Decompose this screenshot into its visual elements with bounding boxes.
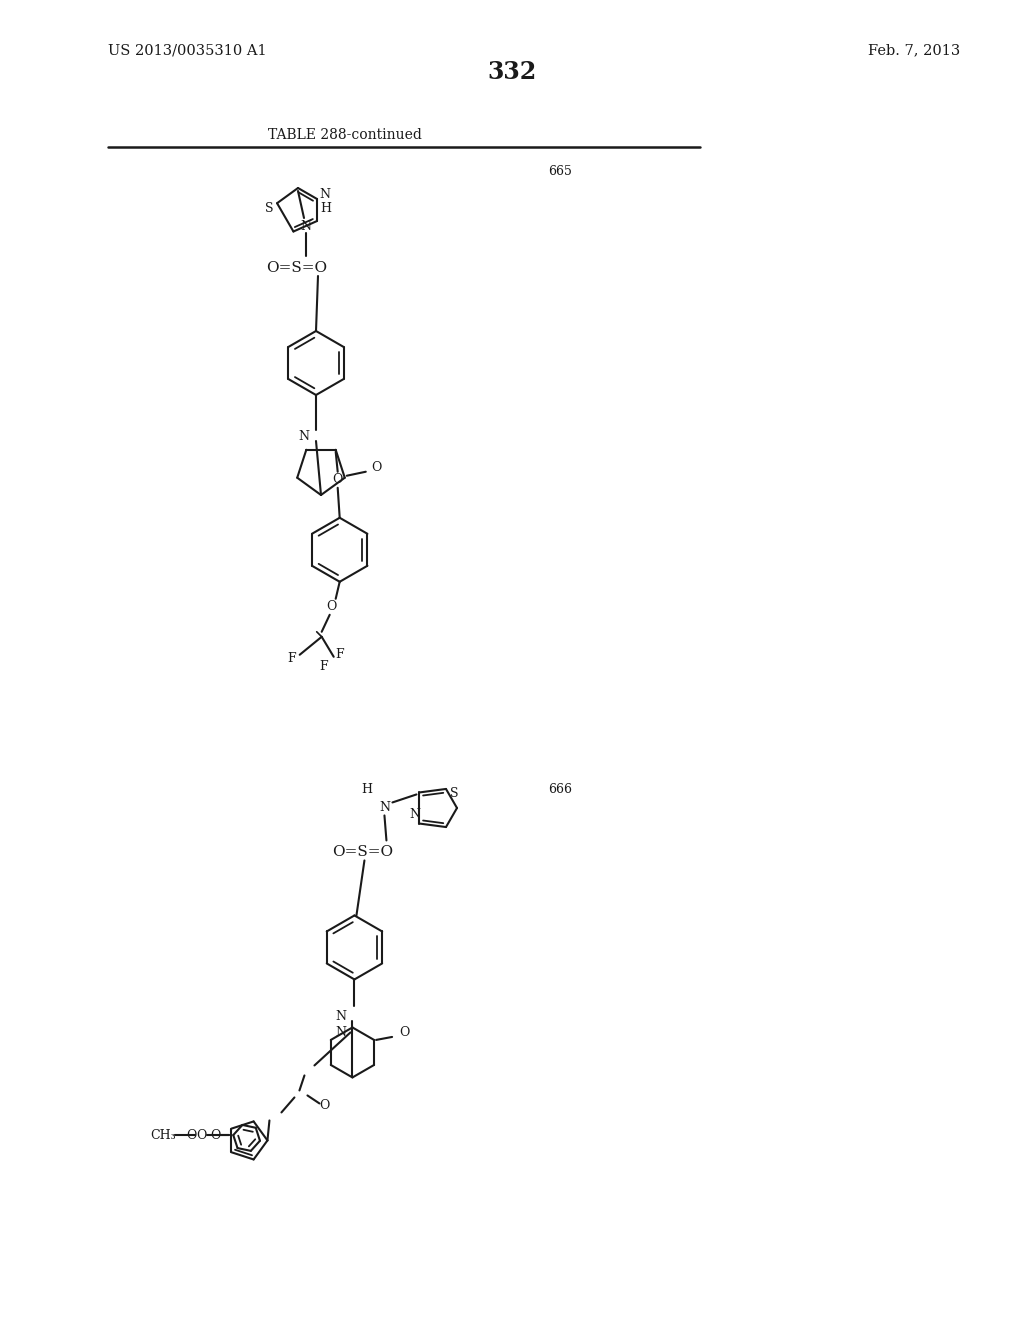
Text: F: F [336, 648, 344, 661]
Text: Feb. 7, 2013: Feb. 7, 2013 [868, 44, 961, 57]
Text: S: S [450, 788, 459, 800]
Text: 666: 666 [548, 783, 572, 796]
Text: O: O [210, 1129, 220, 1142]
Text: O: O [399, 1027, 410, 1039]
Text: F: F [288, 652, 296, 665]
Text: H: H [360, 783, 372, 796]
Text: N: N [379, 801, 390, 814]
Text: O: O [319, 1100, 330, 1111]
Text: N: N [335, 1010, 346, 1023]
Text: N: N [300, 219, 311, 232]
Text: N: N [299, 430, 309, 444]
Text: 332: 332 [487, 59, 537, 84]
Text: O: O [333, 474, 343, 486]
Text: N: N [319, 189, 331, 202]
Text: H: H [321, 202, 332, 214]
Text: O: O [327, 601, 337, 614]
Text: CH₃: CH₃ [151, 1129, 176, 1142]
Text: O=S=O: O=S=O [333, 845, 393, 859]
Text: F: F [319, 660, 328, 673]
Text: 665: 665 [548, 165, 571, 178]
Text: TABLE 288-continued: TABLE 288-continued [268, 128, 422, 143]
Text: O: O [372, 461, 382, 474]
Text: S: S [265, 202, 273, 215]
Text: N: N [409, 808, 420, 821]
Text: N: N [335, 1026, 346, 1039]
Text: US 2013/0035310 A1: US 2013/0035310 A1 [108, 44, 266, 57]
Text: O: O [196, 1129, 207, 1142]
Text: O=S=O: O=S=O [266, 261, 327, 275]
Text: O: O [186, 1129, 197, 1142]
